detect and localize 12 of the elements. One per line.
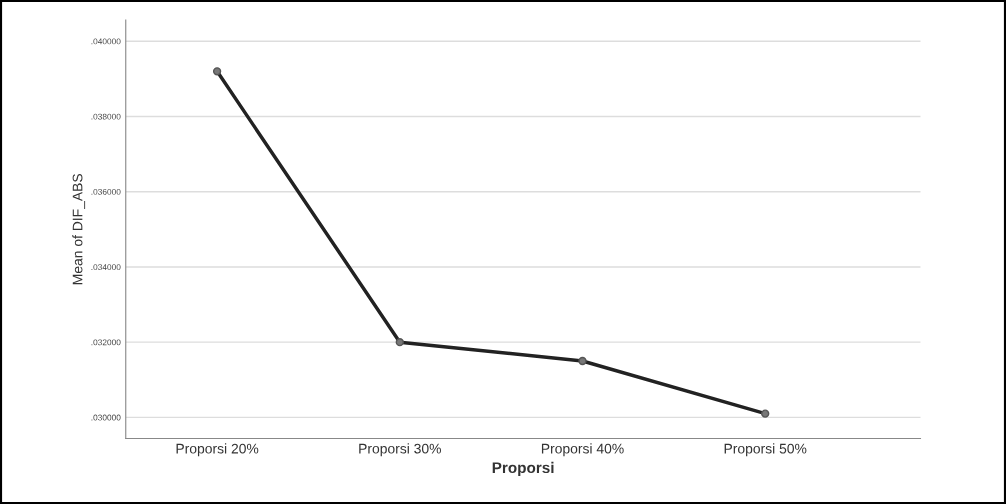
y-tick-label: .030000: [91, 414, 121, 421]
x-tick-label: Proporsi 30%: [359, 443, 441, 457]
y-tick-label: .040000: [91, 38, 121, 45]
y-tick-label: .038000: [91, 113, 121, 120]
y-axis-title: Mean of DIF_ABS: [72, 173, 86, 285]
x-tick-label: Proporsi 50%: [724, 443, 807, 457]
y-tick-label: .032000: [91, 339, 121, 346]
x-tick-label: Proporsi 20%: [176, 443, 259, 457]
x-tick-label: Proporsi 40%: [541, 443, 624, 457]
y-tick-label: .036000: [91, 188, 121, 195]
x-axis-title: Proporsi: [492, 461, 554, 477]
y-tick-label: .034000: [91, 264, 121, 271]
